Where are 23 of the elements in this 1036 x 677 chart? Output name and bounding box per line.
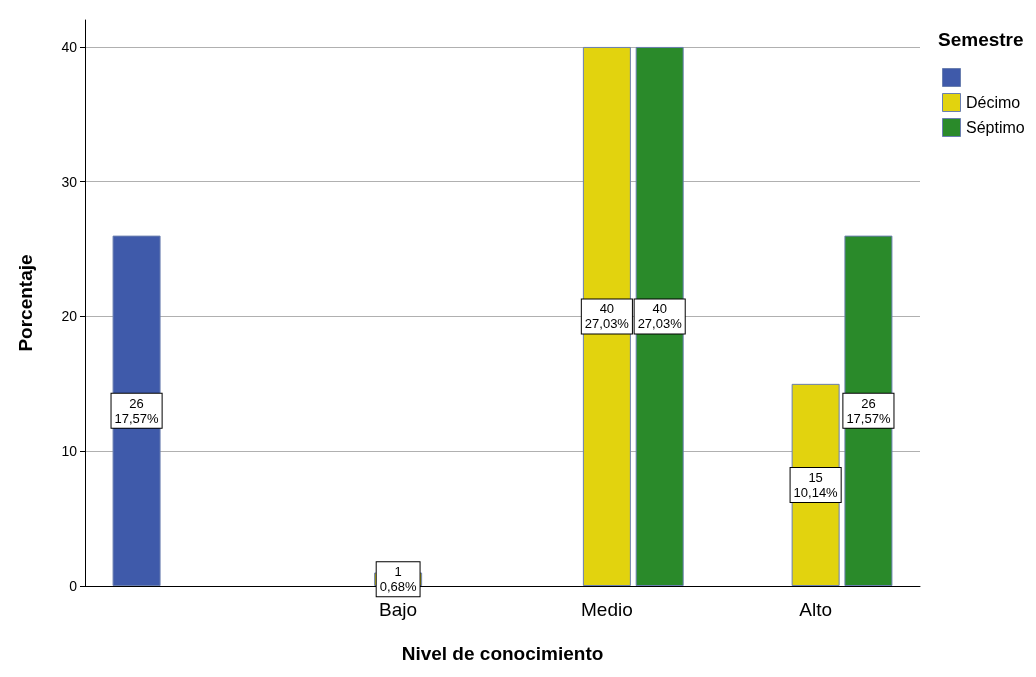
x-tick-label: Bajo — [379, 599, 418, 620]
legend-title: Semestre — [938, 29, 1024, 50]
bar — [582, 46, 631, 586]
x-tick-label: Medio — [581, 599, 633, 620]
y-tick-label: 30 — [61, 173, 78, 190]
bar — [112, 235, 161, 586]
data-label: 26 17,57% — [846, 395, 891, 426]
data-label: 1 0,68% — [379, 564, 417, 595]
y-tick-label: 10 — [61, 443, 78, 460]
y-tick-label: 20 — [61, 308, 78, 325]
legend-label: Séptimo — [966, 118, 1025, 136]
y-tick-label: 0 — [69, 578, 78, 594]
bar — [844, 235, 893, 586]
data-label: 40 27,03% — [637, 301, 683, 332]
data-label: 26 17,57% — [114, 395, 160, 426]
x-tick-label: Alto — [799, 599, 832, 620]
legend-label: Décimo — [966, 93, 1021, 111]
data-label: 15 10,14% — [793, 469, 839, 500]
y-axis-title: Porcentaje — [15, 254, 36, 352]
x-axis-title: Nivel de conocimiento — [401, 643, 604, 664]
y-tick-label: 40 — [61, 38, 78, 55]
data-label: 40 27,03% — [584, 301, 630, 332]
bar — [635, 46, 684, 586]
